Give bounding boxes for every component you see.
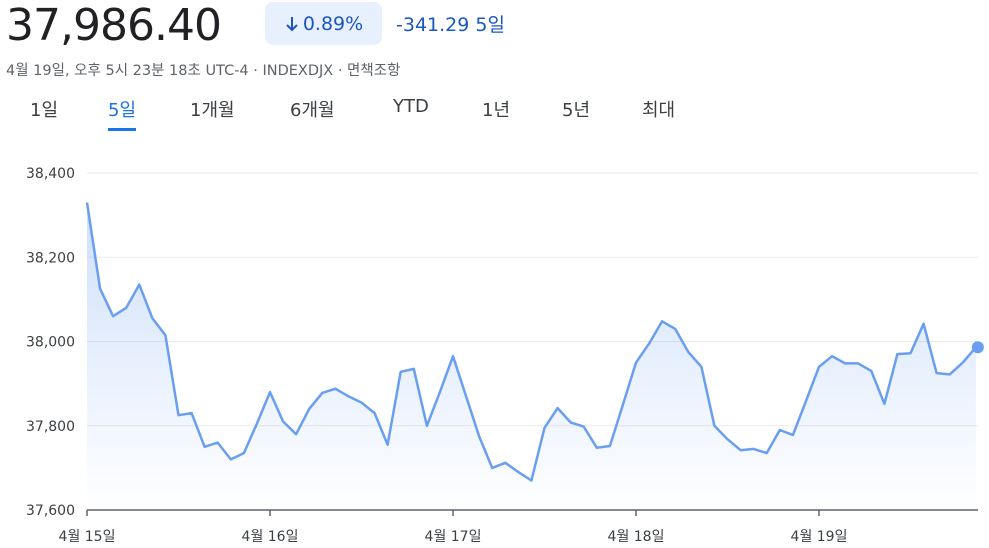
- last-point: [971, 341, 984, 354]
- range-tab[interactable]: 1개월: [190, 100, 235, 121]
- x-tick-label: 4월 17일: [425, 529, 482, 545]
- range-tab[interactable]: 1년: [482, 100, 511, 121]
- range-tab[interactable]: 5년: [562, 100, 591, 121]
- change-period: 5일: [475, 14, 505, 36]
- change-percent: 0.89%: [302, 12, 364, 35]
- price: 37,986.40: [6, 0, 222, 51]
- y-tick-label: 38,200: [26, 250, 75, 266]
- x-tick-label: 4월 19일: [791, 529, 848, 545]
- y-tick-label: 37,600: [26, 503, 75, 519]
- range-tabs: 1일 5일 1개월 6개월 YTD 1년 5년 최대: [0, 96, 989, 132]
- y-tick-label: 37,800: [26, 419, 75, 435]
- change-chip: 0.89%: [265, 2, 382, 45]
- range-tab[interactable]: 최대: [642, 100, 676, 121]
- change-value-row: -341.29 5일: [396, 10, 505, 37]
- range-tab[interactable]: 5일: [108, 96, 137, 131]
- line: [85, 202, 977, 482]
- x-tick-label: 4월 16일: [242, 529, 299, 545]
- subtitle: 4월 19일, 오후 5시 23분 18초 UTC-4 · INDEXDJX ·…: [6, 63, 401, 79]
- range-tab[interactable]: 6개월: [290, 100, 335, 121]
- down-arrow: [286, 16, 298, 31]
- range-tab[interactable]: 1일: [30, 100, 59, 121]
- y-tick-label: 38,400: [26, 166, 75, 182]
- change-value: -341.29: [396, 14, 470, 36]
- x-tick-label: 4월 18일: [608, 529, 665, 545]
- area: [87, 202, 976, 510]
- y-tick-label: 38,000: [26, 335, 75, 351]
- x-tick-label: 4월 15일: [59, 529, 116, 545]
- range-tab[interactable]: YTD: [393, 96, 429, 117]
